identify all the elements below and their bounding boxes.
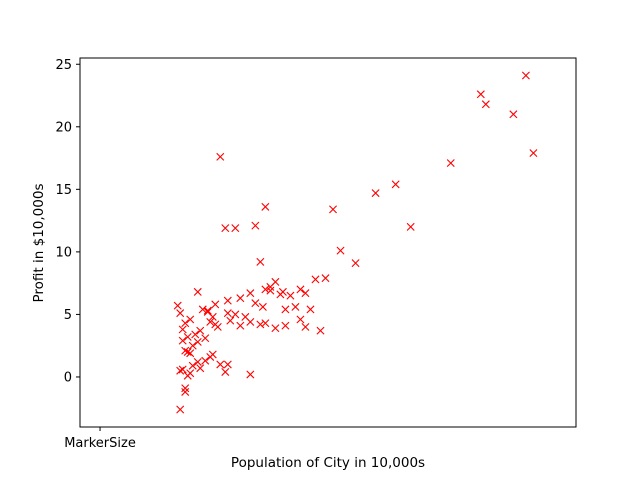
data-point-marker — [296, 315, 305, 324]
data-point-marker — [216, 152, 225, 161]
data-point-marker — [296, 285, 305, 294]
data-point-marker — [261, 202, 270, 211]
x-axis-ticks: MarkerSize — [64, 427, 136, 451]
data-point-marker — [266, 286, 275, 295]
data-point-marker — [198, 305, 207, 314]
data-point-marker — [509, 110, 518, 119]
data-point-marker — [178, 365, 187, 374]
data-point-marker — [178, 325, 187, 334]
data-point-marker — [258, 302, 267, 311]
data-point-marker — [176, 366, 185, 375]
data-point-marker — [321, 274, 330, 283]
plot-frame — [79, 57, 577, 428]
data-point-marker — [306, 305, 315, 314]
data-point-marker — [251, 221, 260, 230]
data-point-marker — [266, 282, 275, 291]
data-point-marker — [221, 367, 230, 376]
data-point-marker — [301, 289, 310, 298]
data-point-marker — [406, 222, 415, 231]
data-point-marker — [271, 324, 280, 333]
data-point-marker — [226, 316, 235, 325]
data-point-marker — [188, 341, 197, 350]
data-point-marker — [231, 224, 240, 233]
data-point-marker — [206, 317, 215, 326]
data-point-marker — [261, 319, 270, 328]
data-point-marker — [223, 296, 232, 305]
data-point-marker — [211, 300, 220, 309]
data-point-marker — [193, 287, 202, 296]
data-point-marker — [181, 384, 190, 393]
data-point-marker — [183, 347, 192, 356]
data-point-marker — [183, 371, 192, 380]
data-point-marker — [281, 321, 290, 330]
data-point-marker — [246, 317, 255, 326]
y-tick-label: 0 — [64, 370, 72, 385]
data-point-marker — [476, 90, 485, 99]
data-point-marker — [203, 306, 212, 315]
data-point-marker — [391, 180, 400, 189]
data-point-marker — [281, 305, 290, 314]
data-point-marker — [311, 275, 320, 284]
data-point-marker — [196, 364, 205, 373]
data-point-marker — [208, 350, 217, 359]
data-point-marker — [261, 285, 270, 294]
data-point-marker — [186, 315, 195, 324]
data-point-marker — [223, 360, 232, 369]
data-point-marker — [176, 309, 185, 318]
data-point-marker — [256, 320, 265, 329]
data-point-marker — [201, 356, 210, 365]
data-point-marker — [351, 259, 360, 268]
data-point-marker — [246, 289, 255, 298]
data-point-marker — [176, 405, 185, 414]
data-point-marker — [236, 294, 245, 303]
x-tick-label: MarkerSize — [64, 436, 136, 451]
data-point-marker — [231, 310, 240, 319]
y-tick-label: 20 — [55, 120, 72, 135]
data-point-marker — [521, 71, 530, 80]
data-point-marker — [221, 224, 230, 233]
y-tick-label: 15 — [55, 183, 72, 198]
data-point-marker — [329, 205, 337, 214]
data-point-marker — [213, 322, 222, 331]
data-point-marker — [446, 159, 455, 168]
data-point-marker — [193, 337, 202, 346]
y-tick-label: 5 — [64, 308, 72, 323]
data-point-marker — [481, 100, 490, 109]
data-point-marker — [256, 257, 265, 266]
data-point-marker — [251, 299, 260, 308]
data-point-marker — [301, 322, 310, 331]
data-point-marker — [316, 326, 325, 335]
y-axis-label: Profit in $10,000s — [31, 184, 47, 303]
data-point-marker — [173, 301, 182, 310]
data-points — [173, 71, 538, 414]
data-point-marker — [276, 290, 285, 299]
data-point-marker — [203, 307, 212, 316]
data-point-marker — [529, 149, 538, 158]
y-tick-label: 25 — [55, 58, 72, 73]
data-point-marker — [178, 336, 187, 345]
data-point-marker — [291, 302, 300, 311]
data-point-marker — [216, 360, 225, 369]
data-point-marker — [236, 321, 245, 330]
data-point-marker — [223, 309, 232, 318]
data-point-marker — [193, 357, 202, 366]
data-point-marker — [371, 189, 380, 198]
y-tick-label: 10 — [55, 245, 72, 260]
y-axis-ticks: 0 5 10 15 20 25 — [55, 58, 80, 385]
data-point-marker — [181, 346, 190, 355]
data-point-marker — [196, 326, 205, 335]
data-point-marker — [191, 330, 200, 339]
x-axis-label: Population of City in 10,000s — [231, 455, 425, 471]
data-point-marker — [181, 319, 190, 328]
data-point-marker — [286, 291, 295, 300]
data-point-marker — [186, 349, 195, 358]
data-point-marker — [183, 332, 192, 341]
data-point-marker — [336, 246, 345, 255]
data-point-marker — [201, 334, 210, 343]
data-point-marker — [246, 370, 255, 379]
data-point-marker — [181, 387, 190, 396]
data-point-marker — [188, 361, 197, 370]
